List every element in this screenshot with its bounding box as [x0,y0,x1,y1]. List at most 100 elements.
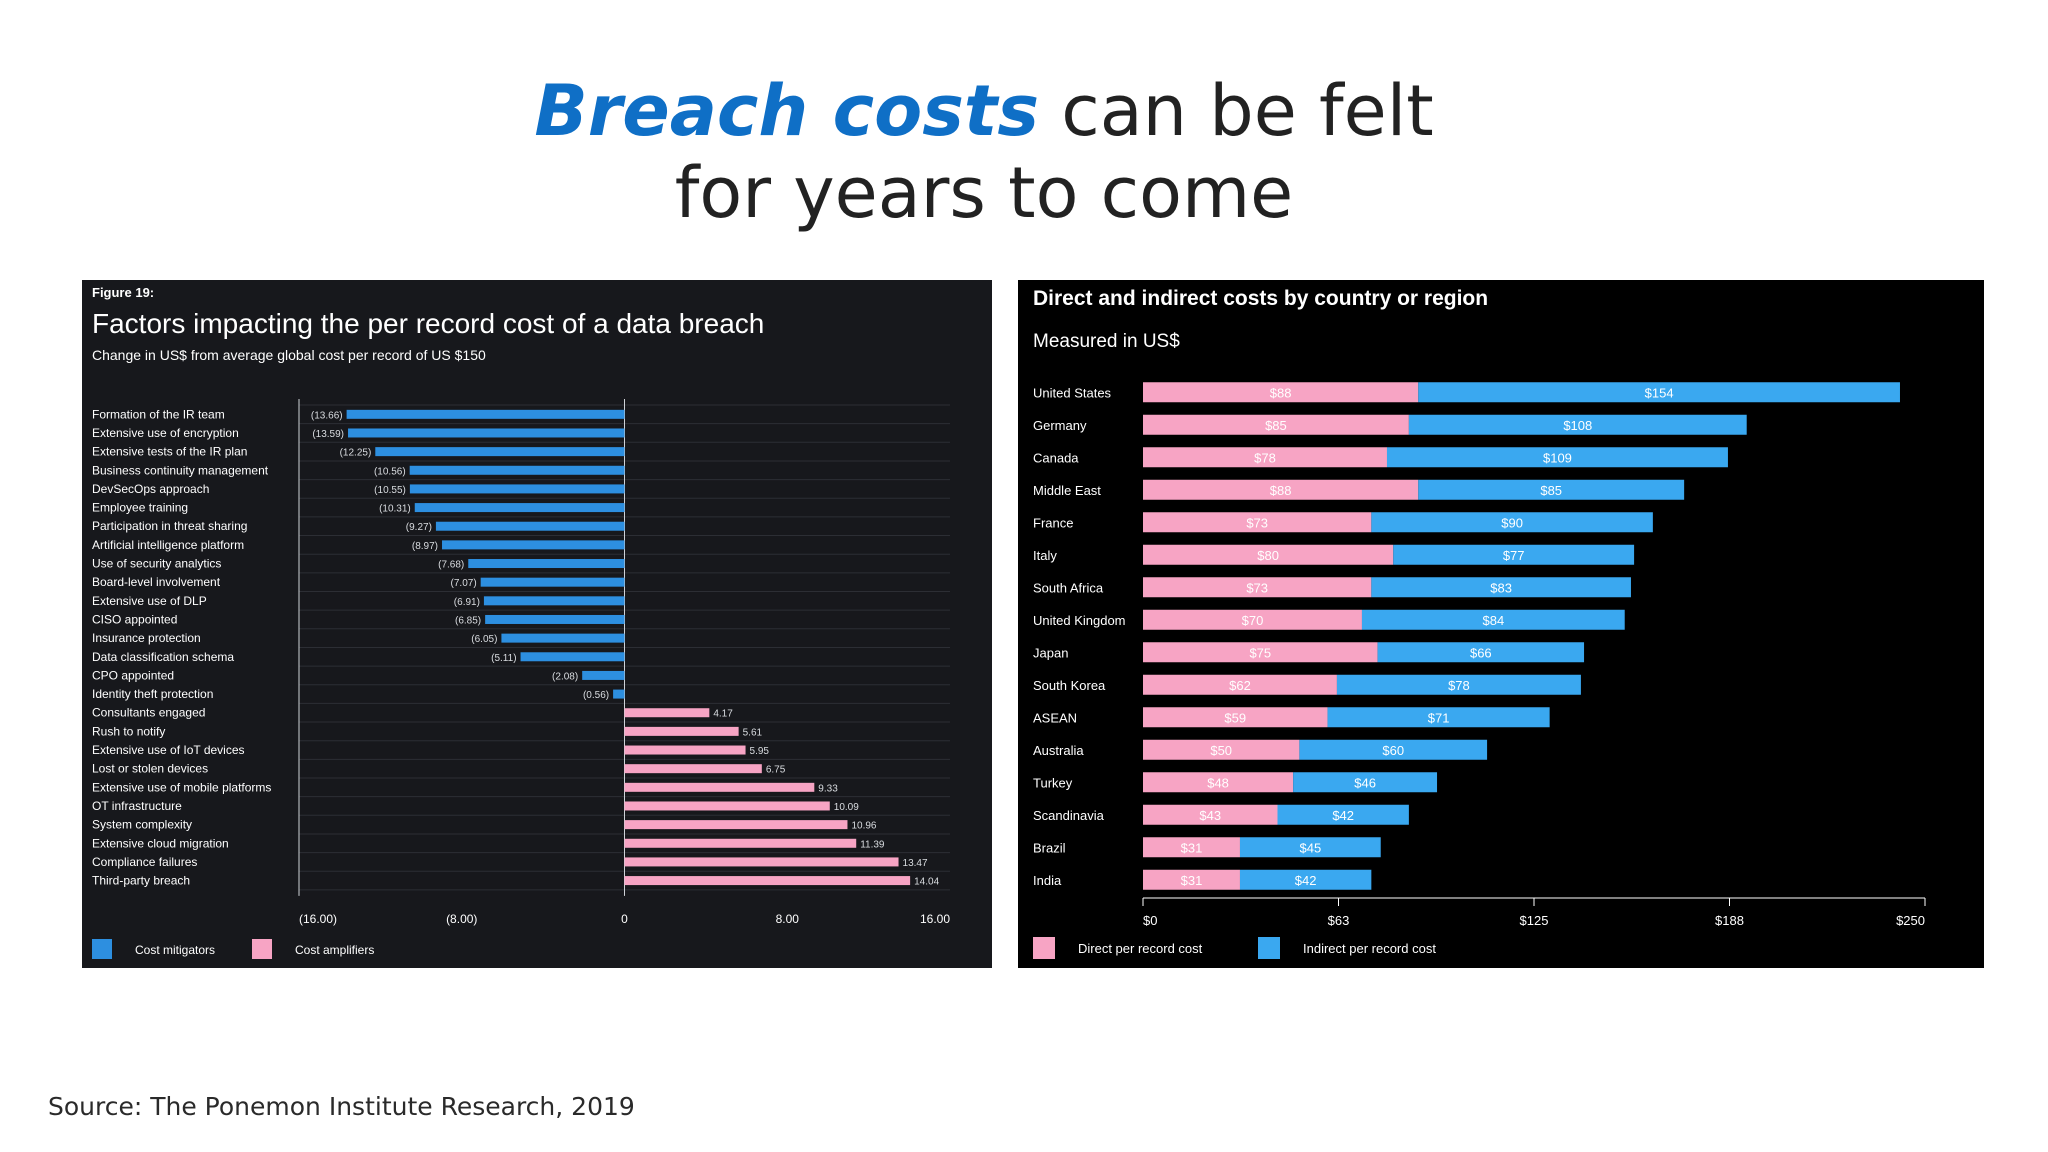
title-line-2: for years to come [674,152,1294,234]
bar [624,876,911,886]
category-label: Insurance protection [92,631,201,645]
value-label: (8.97) [412,541,438,552]
value-label: 6.75 [766,765,786,776]
bar [1239,837,1381,858]
legend-label: Indirect per record cost [1303,941,1436,956]
legend-swatch [1033,937,1055,959]
category-label: Compliance failures [92,855,197,869]
value-label: $50 [1210,743,1232,758]
category-label: France [1033,515,1073,530]
x-tick-label: $0 [1143,913,1157,928]
value-label: $71 [1428,710,1450,725]
category-label: Use of security analytics [92,557,221,571]
bar [1393,544,1635,565]
bar [1386,447,1728,468]
x-tick-label: $63 [1328,913,1350,928]
chart-title: Direct and indirect costs by country or … [1033,287,1488,310]
country-costs-chart: Direct and indirect costs by country or … [1033,287,1926,959]
value-label: $31 [1181,840,1203,855]
value-label: 9.33 [818,783,838,794]
chart-subtitle: Measured in US$ [1033,331,1180,352]
value-label: (5.11) [491,653,516,664]
value-label: (7.68) [438,560,464,571]
bar [1143,674,1337,695]
bar [485,614,625,624]
category-label: Data classification schema [92,650,234,664]
bar [1418,479,1685,500]
category-label: Brazil [1033,840,1066,855]
category-label: Australia [1033,743,1084,758]
factors-chart: Figure 19: Factors impacting the per reco… [92,285,950,959]
value-label: (2.08) [552,671,578,682]
x-tick-label: (8.00) [446,912,477,926]
bar [1371,577,1631,598]
bar [624,782,815,792]
value-label: $31 [1181,873,1203,888]
category-label: India [1033,873,1062,888]
bar [1143,707,1328,728]
legend-label: Cost mitigators [135,943,215,957]
value-label: $154 [1645,385,1674,400]
category-label: Consultants engaged [92,706,205,720]
value-label: $42 [1332,808,1354,823]
bar [409,465,625,475]
bar [1361,609,1625,630]
category-label: Artificial intelligence platform [92,538,244,552]
category-label: System complexity [92,818,192,832]
bar [1143,544,1394,565]
bar [1143,479,1419,500]
legend-label: Direct per record cost [1078,941,1203,956]
value-label: (12.25) [340,448,372,459]
value-label: $62 [1229,678,1251,693]
bar [1143,577,1372,598]
value-label: $75 [1249,645,1271,660]
bar [1143,609,1362,630]
category-label: Board-level involvement [92,575,221,589]
value-label: $109 [1543,450,1572,465]
value-label: $60 [1382,743,1404,758]
category-label: Employee training [92,501,188,515]
value-label: 10.96 [851,821,876,832]
bar [1143,512,1372,533]
value-label: (10.31) [379,504,411,515]
chart-title: Factors impacting the per record cost of… [92,308,764,339]
value-label: $43 [1199,808,1221,823]
bar [480,577,625,587]
category-label: Extensive cloud migration [92,836,229,850]
x-tick-label: (16.00) [299,912,337,926]
country-costs-chart-panel: Direct and indirect costs by country or … [1018,280,1984,968]
bar [624,801,830,811]
value-label: (9.27) [406,522,432,533]
x-tick-label: 0 [621,912,628,926]
bar [624,745,746,755]
bar [1143,837,1240,858]
category-label: Lost or stolen devices [92,762,208,776]
bar [435,521,625,531]
category-label: Formation of the IR team [92,407,225,421]
value-label: $80 [1257,548,1279,563]
category-label: CPO appointed [92,668,174,682]
value-label: (13.59) [312,429,344,440]
value-label: $88 [1270,483,1292,498]
value-label: (6.85) [455,615,481,626]
bar [468,559,625,569]
value-label: $59 [1224,710,1246,725]
value-label: $78 [1254,450,1276,465]
value-label: $77 [1503,548,1525,563]
category-label: Japan [1033,645,1068,660]
category-label: Scandinavia [1033,808,1105,823]
category-label: South Africa [1033,580,1104,595]
bar [346,409,625,419]
figure-label: Figure 19: [92,285,154,300]
bar [409,484,625,494]
category-label: DevSecOps approach [92,482,209,496]
value-label: $73 [1246,580,1268,595]
x-tick-label: 8.00 [776,912,800,926]
value-label: $66 [1470,645,1492,660]
bar [1371,512,1653,533]
bar [1143,739,1300,760]
chart-subtitle: Change in US$ from average global cost p… [92,347,486,363]
bar [348,428,625,438]
value-label: $85 [1540,483,1562,498]
legend-swatch [1258,937,1280,959]
